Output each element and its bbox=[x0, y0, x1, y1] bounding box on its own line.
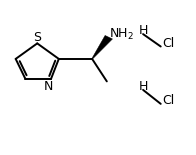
Polygon shape bbox=[92, 35, 113, 59]
Text: H: H bbox=[138, 24, 148, 38]
Text: NH$_2$: NH$_2$ bbox=[109, 27, 134, 42]
Text: Cl: Cl bbox=[163, 94, 175, 107]
Text: S: S bbox=[33, 31, 41, 44]
Text: Cl: Cl bbox=[163, 37, 175, 50]
Text: N: N bbox=[43, 80, 53, 93]
Text: H: H bbox=[138, 80, 148, 93]
